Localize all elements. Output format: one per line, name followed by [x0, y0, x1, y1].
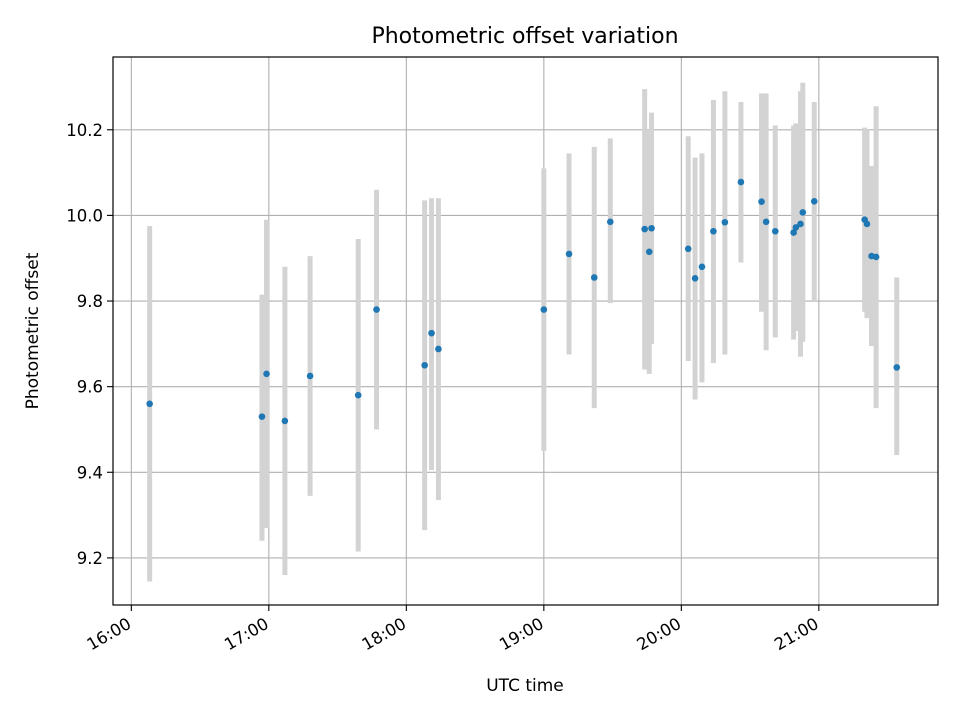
- data-point: [373, 306, 380, 313]
- y-tick-label: 10.2: [66, 121, 103, 140]
- data-point: [354, 391, 362, 399]
- plot-frame: [112, 56, 939, 606]
- data-point: [684, 245, 692, 253]
- data-point: [762, 218, 770, 226]
- data-points: [146, 178, 901, 425]
- x-tick-label: 20:00: [634, 614, 685, 654]
- data-point: [421, 361, 428, 369]
- data-point: [540, 306, 548, 313]
- y-tick-label: 9.6: [77, 378, 103, 397]
- data-point: [771, 227, 779, 235]
- data-point: [565, 250, 573, 258]
- data-point: [863, 220, 871, 228]
- x-tick-label: 19:00: [496, 614, 547, 654]
- y-tick-label: 10.0: [66, 206, 103, 225]
- error-bars: [147, 82, 900, 582]
- data-point: [792, 224, 800, 231]
- data-point: [606, 218, 614, 226]
- data-point: [306, 372, 314, 380]
- data-point: [872, 253, 880, 261]
- x-tick-label: 21:00: [771, 614, 822, 654]
- y-tick-label: 9.8: [77, 292, 103, 311]
- data-point: [641, 225, 648, 233]
- data-point: [648, 224, 655, 232]
- y-axis-label: Photometric offset: [23, 252, 43, 409]
- data-point: [258, 413, 266, 420]
- x-axis-ticks: 16:00 17:00 18:00 19:00 20:00 21:00: [84, 605, 822, 654]
- data-point: [797, 220, 804, 228]
- data-point: [435, 345, 442, 353]
- data-point: [590, 274, 598, 281]
- data-point: [810, 197, 818, 205]
- data-point: [758, 198, 765, 206]
- data-point: [428, 329, 435, 337]
- data-point: [721, 218, 729, 226]
- data-point: [691, 275, 699, 282]
- y-tick-label: 9.4: [77, 463, 103, 482]
- x-tick-label: 18:00: [359, 614, 410, 654]
- data-point: [645, 248, 653, 256]
- data-point: [893, 364, 901, 371]
- data-point: [281, 417, 289, 425]
- x-axis-label: UTC time: [486, 676, 564, 696]
- x-tick-label: 17:00: [221, 614, 272, 654]
- data-point: [698, 263, 706, 271]
- data-point: [146, 400, 153, 408]
- data-point: [263, 370, 270, 378]
- data-point: [790, 229, 797, 236]
- x-tick-label: 16:00: [84, 614, 135, 654]
- y-tick-label: 9.2: [77, 549, 103, 568]
- data-point: [737, 178, 745, 186]
- chart-title: Photometric offset variation: [371, 24, 678, 49]
- data-point: [710, 227, 717, 235]
- y-axis-ticks: 9.2 9.4 9.6 9.8 10.0 10.2: [66, 121, 113, 568]
- data-point: [799, 209, 807, 216]
